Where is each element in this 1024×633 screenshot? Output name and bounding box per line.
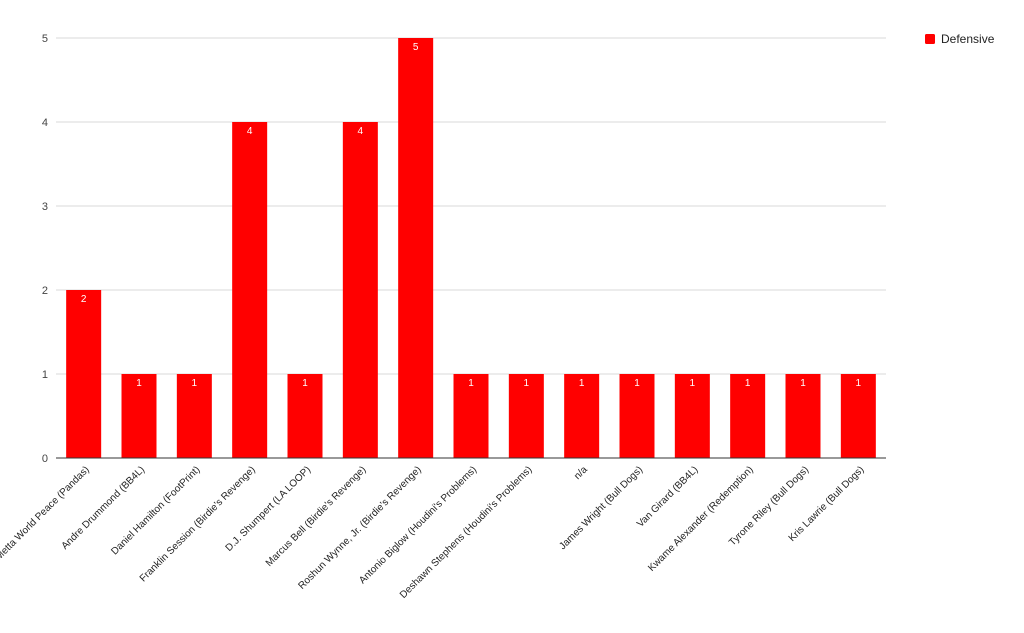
x-tick-label: Van Girard (BB4L) [635, 464, 700, 529]
bar [176, 374, 212, 458]
y-tick-label: 1 [42, 369, 48, 381]
bars: 2 1 1 4 1 4 5 1 1 1 1 1 1 1 1 [66, 38, 876, 458]
bar [840, 374, 876, 458]
bar [453, 374, 489, 458]
x-tick-label: n/a [572, 464, 590, 482]
y-tick-label: 3 [42, 201, 48, 213]
legend-label: Defensive [941, 32, 995, 46]
x-tick-label: Franklin Session (Birdie's Revenge) [138, 464, 258, 584]
x-tick-label: Marcus Bell (Birdie's Revenge) [264, 464, 369, 569]
data-label: 4 [247, 126, 253, 137]
data-label: 1 [192, 378, 198, 389]
bar [619, 374, 655, 458]
y-tick-label: 4 [42, 117, 48, 129]
data-label: 1 [524, 378, 530, 389]
bar [564, 374, 600, 458]
x-tick-label: Daniel Hamilton (FootPrint) [109, 464, 202, 557]
legend: Defensive [925, 32, 995, 46]
bar [785, 374, 821, 458]
bar [66, 290, 102, 458]
data-label: 1 [634, 378, 640, 389]
data-label: 1 [690, 378, 696, 389]
data-label: 1 [745, 378, 751, 389]
x-tick-label: Metta World Peace (Pandas) [0, 464, 92, 562]
data-label: 4 [358, 126, 364, 137]
y-tick-label: 2 [42, 285, 48, 297]
legend-swatch [925, 34, 935, 44]
data-label: 1 [136, 378, 142, 389]
x-tick-label: Antonio Biglow (Houdini's Problems) [357, 464, 479, 586]
data-label: 1 [468, 378, 474, 389]
x-tick-label: Kwame Alexander (Redemption) [646, 464, 756, 574]
data-label: 1 [302, 378, 308, 389]
bar [121, 374, 157, 458]
y-tick-label: 0 [42, 453, 48, 465]
data-label: 5 [413, 42, 419, 53]
bar [342, 122, 378, 458]
data-label: 2 [81, 294, 87, 305]
bar [730, 374, 766, 458]
bar [398, 38, 434, 458]
bar [674, 374, 710, 458]
data-label: 1 [856, 378, 862, 389]
bar [508, 374, 544, 458]
data-label: 1 [579, 378, 585, 389]
bar [287, 374, 323, 458]
y-tick-label: 5 [42, 33, 48, 45]
gridlines [56, 37, 886, 375]
x-tick-label: Roshun Wynne, Jr. (Birdie's Revenge) [296, 464, 423, 591]
data-label: 1 [800, 378, 806, 389]
x-tick-label: James Wright (Bull Dogs) [557, 464, 645, 552]
bar [232, 122, 268, 458]
